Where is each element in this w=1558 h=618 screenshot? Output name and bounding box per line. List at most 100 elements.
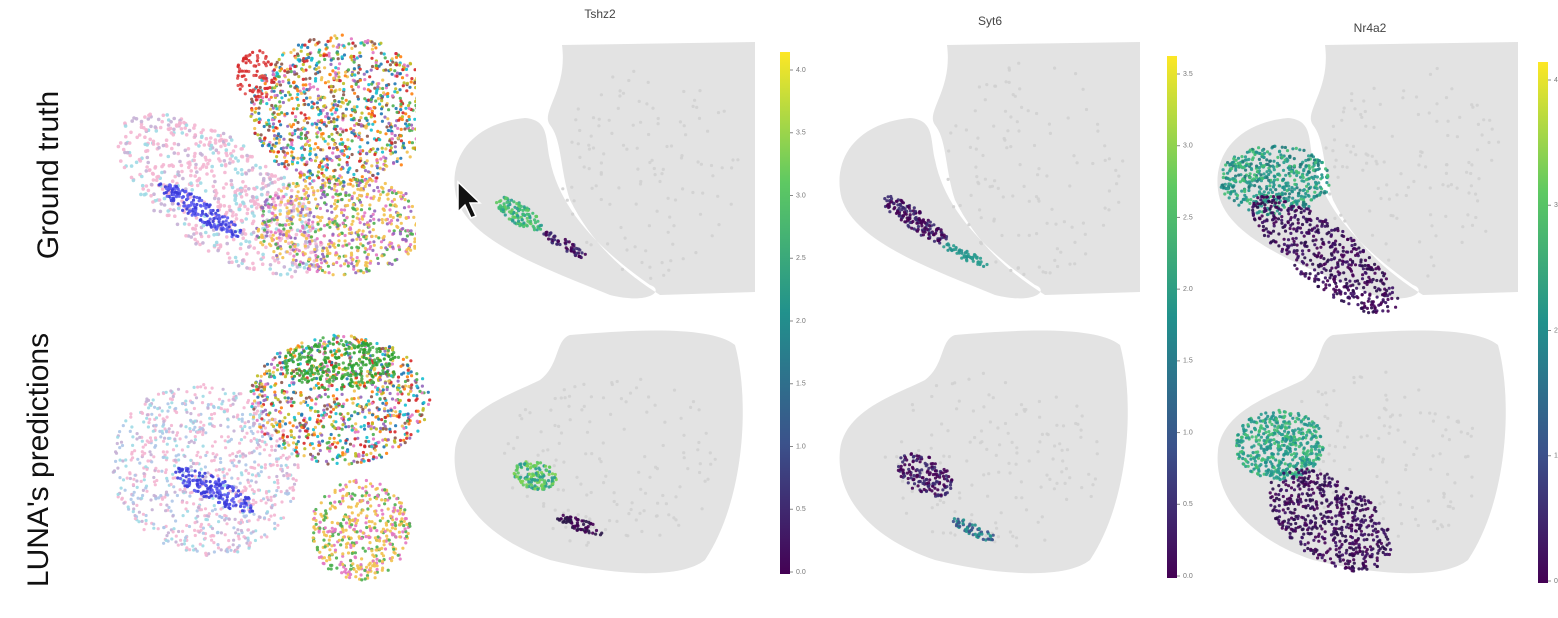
cell-dot	[393, 406, 396, 409]
cell-dot	[167, 123, 171, 127]
cell-dot	[119, 459, 122, 462]
cell-dot	[394, 134, 397, 137]
cell-dot	[241, 180, 245, 184]
cell-dot	[194, 435, 197, 438]
cell-dot	[146, 161, 150, 165]
cell-dot	[317, 452, 320, 455]
cell-dot	[296, 89, 299, 92]
cell-dot	[367, 223, 370, 226]
cell-dot	[131, 444, 134, 447]
cell-dot	[347, 425, 350, 428]
cell-dot	[163, 526, 166, 529]
cell-dot	[245, 154, 249, 158]
cell-dot	[299, 230, 302, 233]
cell-dot	[319, 228, 322, 231]
cell-dot	[403, 520, 406, 523]
cell-dot	[409, 249, 412, 252]
cell-dot	[284, 94, 287, 97]
cell-dot	[175, 444, 178, 447]
cell-dot	[236, 528, 239, 531]
cell-dot	[252, 214, 256, 218]
cell-dot	[367, 425, 370, 428]
cell-dot	[308, 417, 311, 420]
cell-dot	[395, 75, 398, 78]
cell-dot	[387, 380, 390, 383]
cell-dot	[289, 245, 292, 248]
cell-dot	[236, 171, 240, 175]
cell-dot	[286, 272, 290, 276]
cell-dot	[309, 211, 312, 214]
cell-dot	[395, 52, 398, 55]
cell-dot	[323, 58, 326, 61]
cell-dot	[405, 248, 408, 251]
cell-dot	[262, 210, 265, 213]
cell-dot	[321, 269, 324, 272]
cell-dot	[301, 208, 304, 211]
cell-dot	[327, 252, 330, 255]
cell-dot	[385, 402, 388, 405]
cell-dot	[337, 244, 340, 247]
cell-dot	[220, 228, 223, 231]
cell-dot	[171, 164, 175, 168]
cell-dot	[185, 475, 188, 478]
cell-dot	[368, 269, 371, 272]
cell-dot	[211, 445, 214, 448]
cell-dot	[240, 529, 243, 532]
cell-dot	[306, 404, 309, 407]
cell-dot	[321, 165, 324, 168]
cell-dot	[341, 451, 344, 454]
cell-dot	[346, 171, 349, 174]
cell-dot	[414, 86, 417, 89]
cell-dot	[249, 61, 252, 64]
cell-dot	[373, 244, 376, 247]
cell-dot	[381, 353, 384, 356]
cell-dot	[407, 422, 410, 425]
cell-dot	[386, 117, 389, 120]
cell-dot	[280, 368, 283, 371]
cell-dot	[254, 132, 257, 135]
cell-dot	[298, 435, 301, 438]
cell-dot	[424, 116, 427, 119]
cell-dot	[328, 271, 331, 274]
cell-dot	[194, 438, 197, 441]
cell-dot	[173, 142, 177, 146]
cell-dot	[230, 179, 234, 183]
cell-dot	[410, 229, 413, 232]
cell-dot	[177, 530, 180, 533]
cell-dot	[314, 77, 317, 80]
cell-dot	[154, 125, 158, 129]
cell-dot	[283, 151, 286, 154]
cell-dot	[414, 104, 417, 107]
cell-dot	[251, 195, 255, 199]
cell-dot	[300, 147, 303, 150]
cell-dot	[303, 442, 306, 445]
cell-dot	[118, 430, 121, 433]
cell-dot	[330, 205, 333, 208]
cell-dot	[314, 142, 317, 145]
cell-dot	[293, 416, 296, 419]
cell-dot	[329, 63, 332, 66]
cell-dot	[316, 270, 319, 273]
cell-dot	[296, 161, 299, 164]
cell-dot	[294, 199, 297, 202]
cell-dot	[344, 234, 347, 237]
cell-dot	[287, 199, 290, 202]
cell-dot	[344, 239, 347, 242]
cell-dot	[341, 188, 344, 191]
cell-dot	[252, 74, 255, 77]
cell-dot	[286, 144, 289, 147]
cell-dot	[161, 409, 164, 412]
cell-dot	[372, 147, 375, 150]
cell-dot	[218, 139, 222, 143]
cell-dot	[223, 204, 227, 208]
cell-dot	[307, 433, 310, 436]
cell-dot	[220, 223, 223, 226]
cell-dot	[300, 158, 303, 161]
cell-dot	[166, 209, 170, 213]
cell-dot	[140, 497, 143, 500]
cell-dot	[380, 254, 383, 257]
cell-dot	[299, 128, 302, 131]
cell-dot	[384, 132, 387, 135]
cell-dot	[175, 123, 179, 127]
cell-dot	[339, 483, 342, 486]
